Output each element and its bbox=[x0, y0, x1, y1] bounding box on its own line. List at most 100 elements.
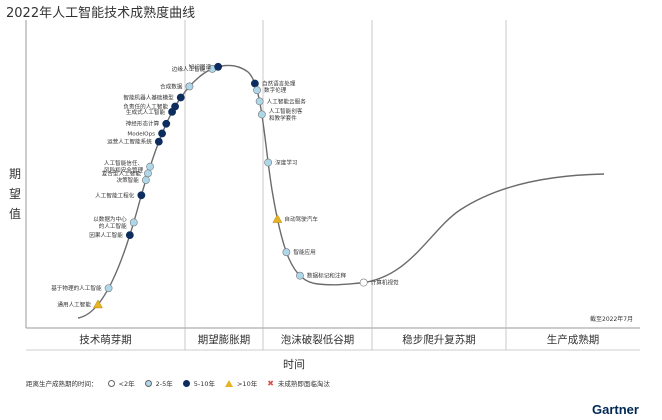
marker-label: 复合型人工智能 bbox=[102, 169, 142, 177]
legend-item-5to10: 5-10年 bbox=[182, 378, 215, 388]
marker-dot bbox=[257, 110, 266, 119]
marker-dot bbox=[171, 102, 179, 111]
legend-swatch-2to5 bbox=[144, 379, 152, 387]
marker-label: 合成数据 bbox=[160, 82, 183, 90]
legend-swatch-5to10 bbox=[182, 379, 190, 387]
legend-item-2to5: 2-5年 bbox=[144, 378, 173, 388]
marker-label-line: 知识图谱 bbox=[189, 63, 212, 71]
marker-dot bbox=[144, 169, 152, 178]
marker-label-line: 深度学习 bbox=[275, 158, 297, 166]
marker-label: 智能应用 bbox=[293, 248, 315, 256]
marker-dot bbox=[104, 284, 113, 293]
marker-label: 生成式人工智能 bbox=[126, 108, 166, 116]
technology-marker: 基于物理的人工智能 bbox=[51, 284, 113, 293]
technology-marker: 知识图谱 bbox=[189, 62, 223, 71]
phase-label: 技术萌芽期 bbox=[79, 333, 132, 346]
legend-swatch-gt10 bbox=[224, 379, 233, 387]
chart-axes bbox=[25, 20, 640, 351]
technology-marker: 通用人工智能 bbox=[57, 299, 103, 308]
marker-label: 负责任的人工智能 bbox=[123, 102, 168, 110]
technology-marker: 人工智能信任、风险和安全管理 bbox=[104, 159, 155, 174]
marker-label: 神经形态计算 bbox=[126, 120, 160, 128]
marker-label: 人工智能云服务 bbox=[267, 97, 307, 105]
marker-label: 自然语言处理 bbox=[262, 79, 296, 87]
marker-label-line: 基于物理的人工智能 bbox=[51, 284, 102, 292]
marker-dot bbox=[141, 176, 150, 184]
marker-dot bbox=[154, 137, 163, 146]
marker-label-line: 自然语言处理 bbox=[262, 79, 296, 87]
legend-label-gt10: >10年 bbox=[236, 380, 258, 388]
hype-curve bbox=[77, 64, 605, 319]
technology-marker: 数据标记和注释 bbox=[296, 272, 346, 280]
marker-label-line: 数字伦理 bbox=[264, 86, 287, 94]
technology-marker: 人工智能创客和教学套件 bbox=[257, 107, 303, 122]
y-axis-label: 期望值 bbox=[8, 167, 21, 221]
chart-title: 2022年人工智能技术成熟度曲线 bbox=[6, 6, 196, 21]
marker-dot bbox=[158, 129, 166, 138]
legend-label-2to5: 2-5年 bbox=[155, 380, 173, 388]
marker-label: 智能机器人基础模型 bbox=[123, 94, 174, 102]
marker-dot bbox=[162, 119, 171, 128]
technology-marker: 智能机器人基础模型 bbox=[123, 93, 185, 102]
technology-markers: 通用人工智能基于物理的人工智能因果人工智能以数据为中心的人工智能人工智能工程化决… bbox=[51, 63, 399, 309]
marker-label-line: 负责任的人工智能 bbox=[123, 102, 168, 110]
marker-label-line: 人工智能信任、 bbox=[104, 159, 143, 167]
marker-label: 数字伦理 bbox=[264, 86, 287, 94]
marker-label: 深度学习 bbox=[275, 158, 297, 166]
marker-label-line: 风险和安全管理 bbox=[104, 166, 144, 174]
marker-label: 计算机视觉 bbox=[371, 279, 399, 287]
marker-label: 人工智能信任、风险和安全管理 bbox=[104, 159, 144, 174]
technology-marker: ModelOps bbox=[127, 129, 166, 138]
technology-marker: 合成数据 bbox=[160, 82, 194, 91]
marker-label: ModelOps bbox=[127, 131, 155, 137]
phase-label: 期望膨胀期 bbox=[198, 333, 251, 346]
marker-label-line: 生成式人工智能 bbox=[126, 108, 166, 116]
marker-label-line: 人工智能创客 bbox=[269, 107, 303, 115]
marker-label: 人工智能创客和教学套件 bbox=[269, 107, 303, 122]
marker-label: 基于物理的人工智能 bbox=[51, 284, 102, 292]
technology-marker: 运营人工智能系统 bbox=[107, 137, 163, 146]
legend-item-lt2: <2年 bbox=[107, 378, 135, 388]
marker-label: 以数据为中心的人工智能 bbox=[93, 215, 127, 230]
phase-labels: 技术萌芽期 期望膨胀期 泡沫破裂低谷期 稳步爬升复苏期 生产成熟期 bbox=[79, 333, 599, 346]
marker-dot bbox=[176, 93, 185, 102]
phase-label: 泡沫破裂低谷期 bbox=[281, 333, 355, 346]
marker-label: 数据标记和注释 bbox=[307, 272, 347, 280]
marker-label: 边缘人工智能 bbox=[172, 65, 206, 73]
legend-swatch-obsolete: ✖ bbox=[267, 378, 274, 388]
marker-label-line: 数据标记和注释 bbox=[307, 272, 347, 280]
marker-label-line: 因果人工智能 bbox=[89, 231, 123, 239]
marker-label-line: 智能机器人基础模型 bbox=[123, 94, 174, 102]
as-of-note: 截至2022年7月 bbox=[590, 316, 634, 323]
marker-dot bbox=[185, 82, 194, 91]
marker-dot bbox=[255, 97, 264, 106]
technology-marker: 以数据为中心的人工智能 bbox=[93, 215, 138, 230]
marker-label-line: 人工智能工程化 bbox=[95, 191, 135, 199]
marker-label-line: ModelOps bbox=[127, 131, 155, 137]
marker-label: 人工智能工程化 bbox=[95, 191, 135, 199]
marker-label-line: 复合型人工智能 bbox=[102, 169, 142, 177]
technology-marker: 人工智能云服务 bbox=[255, 97, 307, 106]
marker-dot bbox=[214, 62, 223, 71]
phase-dividers bbox=[184, 20, 507, 350]
legend-label-obsolete: 未成熟即面临淘汰 bbox=[277, 380, 330, 388]
marker-label: 知识图谱 bbox=[189, 63, 212, 71]
technology-marker: 负责任的人工智能 bbox=[123, 102, 179, 111]
phase-label: 生产成熟期 bbox=[547, 333, 600, 346]
legend-item-obsolete: ✖ 未成熟即面临淘汰 bbox=[267, 378, 330, 389]
legend-label-lt2: <2年 bbox=[118, 380, 135, 388]
marker-label-line: 以数据为中心 bbox=[93, 215, 127, 223]
legend-item-gt10: >10年 bbox=[224, 378, 258, 388]
technology-marker: 人工智能工程化 bbox=[95, 191, 146, 199]
marker-label-line: 智能应用 bbox=[293, 248, 315, 256]
marker-label-line: 的人工智能 bbox=[99, 222, 127, 230]
marker-triangle bbox=[272, 214, 283, 223]
marker-label-line: 通用人工智能 bbox=[57, 300, 91, 308]
marker-dot bbox=[296, 271, 304, 280]
technology-marker: 深度学习 bbox=[264, 158, 298, 166]
marker-dot bbox=[146, 162, 155, 171]
marker-label-line: 计算机视觉 bbox=[371, 279, 399, 287]
technology-marker: 数字伦理 bbox=[253, 86, 287, 94]
marker-label: 决策智能 bbox=[116, 176, 139, 184]
